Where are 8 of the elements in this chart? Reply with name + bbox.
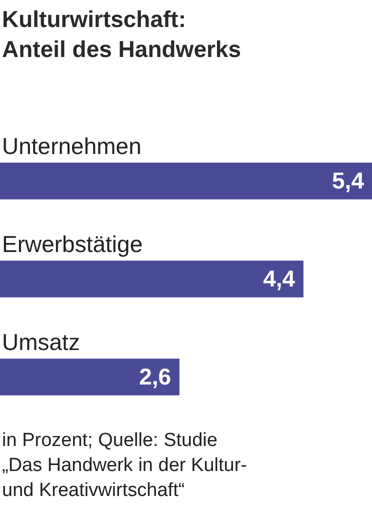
y-tick-label: Erwerbstätige: [2, 231, 143, 257]
chart-title: Kulturwirtschaft: Anteil des Handwerks: [2, 5, 242, 64]
data-label: 2,6: [139, 363, 172, 390]
data-label: 5,4: [332, 167, 364, 194]
data-label: 4,4: [263, 265, 296, 292]
y-tick-label: Umsatz: [2, 329, 80, 355]
y-tick-label: Unternehmen: [2, 133, 142, 159]
text: in Prozent; Quelle: Studie „Das Handwerk in der Kultur- und Kreativwirtschaft“: [2, 429, 247, 503]
